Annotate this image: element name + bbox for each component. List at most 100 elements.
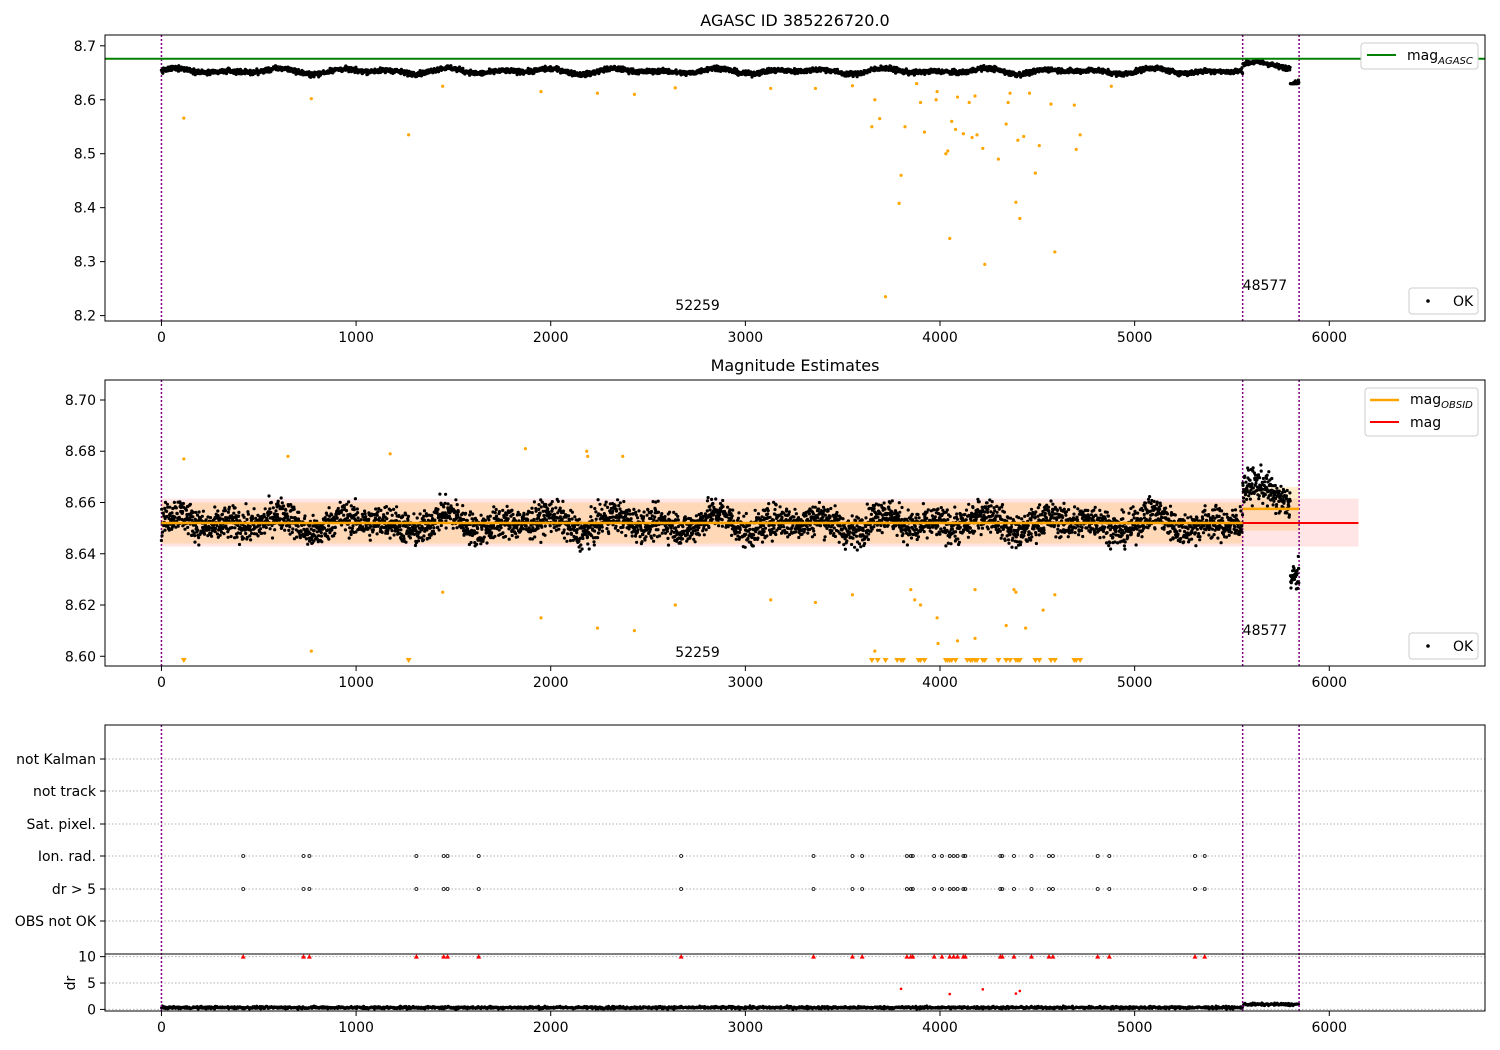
ok-point: [175, 511, 179, 516]
outlier-point: [1022, 134, 1026, 139]
ok-point: [380, 530, 384, 535]
ok-point: [412, 512, 416, 516]
ok-point: [202, 532, 207, 536]
ok-point: [436, 525, 440, 529]
ok-point: [160, 534, 164, 538]
ok-point: [480, 527, 484, 531]
ok-point: [554, 506, 558, 510]
ok-point: [286, 514, 290, 519]
ok-point: [193, 534, 197, 538]
ok-point: [456, 510, 460, 514]
ok-point: [375, 513, 379, 517]
outlier-point: [309, 97, 313, 101]
outlier-point: [883, 295, 888, 299]
ok-point: [267, 494, 271, 498]
ok-point: [204, 518, 208, 522]
outlier-point: [944, 152, 948, 156]
ok-point: [344, 509, 349, 513]
ok-point: [468, 513, 472, 517]
outlier-point: [1004, 122, 1008, 126]
y-tick-label: 8.6: [74, 93, 96, 109]
ok-point: [487, 518, 491, 522]
ok-point: [307, 70, 311, 74]
ok-point: [161, 71, 165, 75]
ok-point: [402, 537, 406, 541]
ok-point: [392, 533, 396, 537]
ok-point: [298, 536, 302, 540]
ok-point: [327, 506, 331, 510]
ok-point: [548, 524, 552, 528]
outlier-point: [983, 262, 987, 266]
ok-point: [269, 510, 273, 515]
ok-point: [551, 507, 555, 511]
ok-point: [421, 538, 425, 542]
ok-point: [336, 506, 340, 511]
outlier-point: [813, 86, 818, 91]
ok-point: [210, 534, 214, 538]
ok-point: [282, 504, 286, 508]
ok-point: [476, 527, 480, 531]
outlier-point: [1016, 138, 1020, 142]
ok-point: [394, 511, 398, 515]
outlier-point: [970, 135, 974, 140]
ok-point: [399, 528, 403, 532]
ok-point: [235, 535, 239, 539]
ok-point: [464, 511, 468, 515]
outlier-point: [1074, 147, 1078, 151]
ok-point: [312, 528, 316, 532]
ok-point: [439, 523, 443, 528]
ok-point: [245, 517, 249, 522]
ok-point: [435, 510, 439, 514]
outlier-point: [539, 90, 543, 94]
outlier-point: [769, 86, 773, 91]
ok-point: [374, 507, 378, 511]
ok-point: [503, 534, 508, 539]
outlier-point: [955, 95, 960, 99]
ok-point: [269, 500, 273, 505]
ok-point: [446, 502, 450, 506]
ok-point: [448, 517, 453, 521]
outlier-point: [182, 116, 186, 120]
ok-point: [516, 535, 520, 539]
outlier-point: [1027, 91, 1032, 95]
ok-point: [181, 509, 185, 514]
ok-point: [539, 540, 543, 545]
ok-point: [327, 524, 331, 528]
outlier-point: [1109, 84, 1113, 88]
ok-point: [263, 507, 267, 511]
ok-point: [319, 534, 324, 538]
ok-point: [299, 529, 303, 534]
ok-point: [557, 527, 561, 531]
ok-point: [317, 534, 321, 538]
ok-point: [377, 516, 382, 520]
ok-point: [220, 512, 224, 516]
ok-point: [303, 514, 307, 518]
ok-point: [237, 542, 242, 547]
ok-point: [349, 532, 353, 537]
x-tick-label: 5000: [1117, 330, 1153, 346]
ok-point: [233, 506, 237, 510]
ok-point: [501, 508, 505, 512]
ok-point: [352, 508, 356, 512]
ok-point: [475, 542, 479, 546]
x-tick-label: 0: [157, 330, 166, 346]
ok-point: [244, 502, 248, 506]
ok-point: [455, 503, 459, 507]
ok-point: [429, 533, 433, 537]
ok-point: [161, 511, 165, 515]
ok-point: [548, 512, 553, 517]
ok-point: [165, 509, 169, 513]
outlier-point: [946, 149, 950, 153]
ok-point: [368, 538, 372, 542]
ok-point: [522, 513, 526, 517]
y-tick-label: 8.4: [74, 201, 96, 217]
ok-point: [418, 512, 422, 516]
ok-point: [520, 524, 524, 528]
ok-point: [354, 65, 358, 69]
ok-point: [533, 535, 537, 539]
ok-point: [430, 513, 434, 518]
ok-point: [233, 526, 237, 530]
ok-point: [536, 526, 540, 530]
